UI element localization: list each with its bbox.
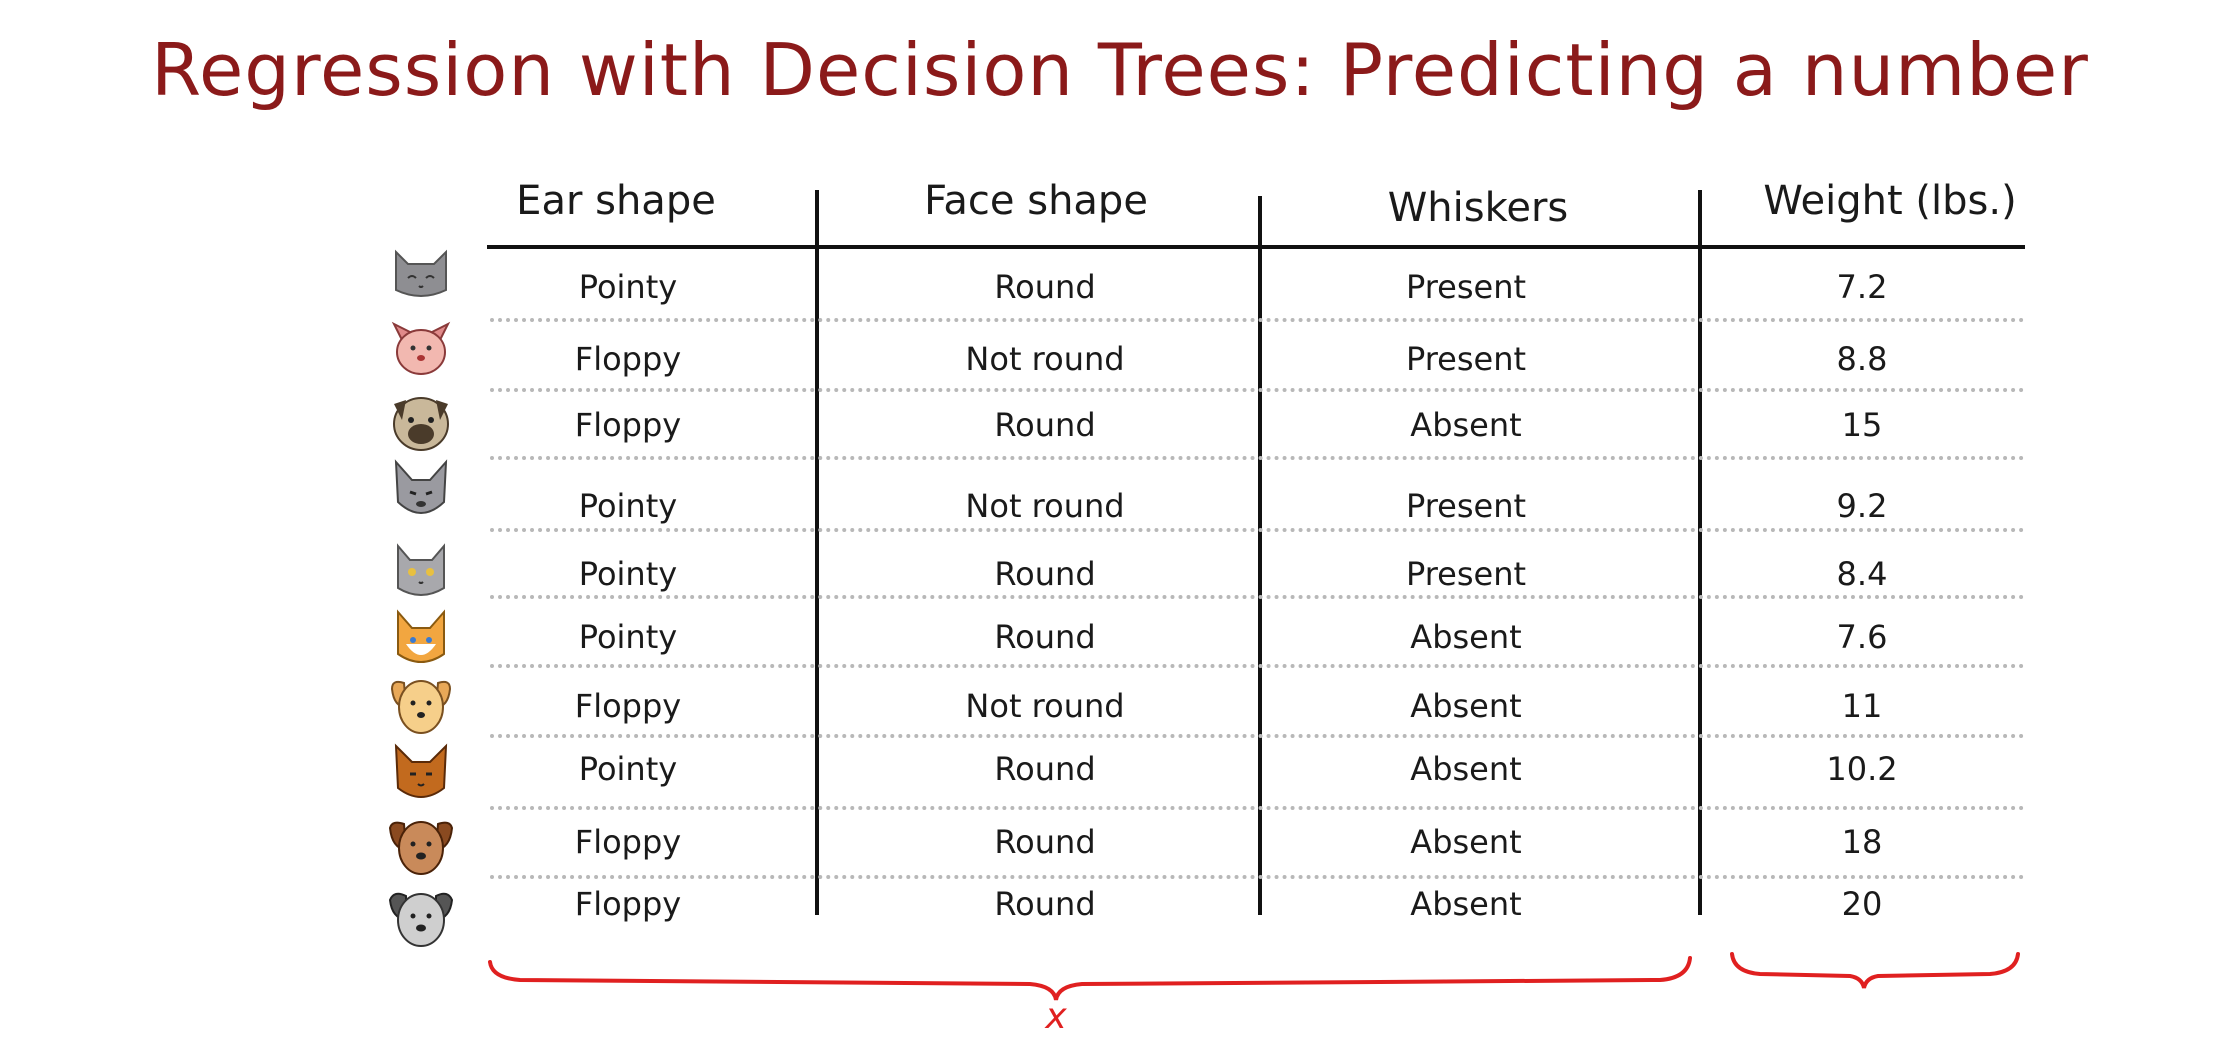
- x-label: x: [1045, 996, 1067, 1037]
- cell-ear-shape: Pointy: [578, 750, 678, 788]
- row-separator: [490, 806, 2025, 810]
- features-brace: [488, 956, 1692, 1001]
- cell-face-shape: Round: [994, 268, 1096, 306]
- column-divider-1: [815, 190, 819, 915]
- cell-weight: 15: [1841, 406, 1883, 444]
- cell-ear-shape: Pointy: [578, 268, 678, 306]
- row-separator: [490, 528, 2025, 532]
- cell-ear-shape: Floppy: [574, 406, 682, 444]
- header-whiskers: Whiskers: [1387, 185, 1569, 231]
- cell-ear-shape: Floppy: [574, 340, 682, 378]
- cell-face-shape: Round: [994, 406, 1096, 444]
- header-face-shape: Face shape: [924, 178, 1148, 224]
- gray-wolf-cat-icon: [386, 458, 456, 522]
- cell-face-shape: Round: [994, 750, 1096, 788]
- header-weight: Weight (lbs.): [1763, 178, 2017, 224]
- cell-face-shape: Not round: [965, 487, 1125, 525]
- cell-face-shape: Round: [994, 823, 1096, 861]
- cell-whiskers: Present: [1405, 340, 1527, 378]
- cell-whiskers: Absent: [1410, 885, 1522, 923]
- cell-weight: 10.2: [1826, 750, 1898, 788]
- header-rule: [487, 245, 2025, 249]
- cell-face-shape: Not round: [965, 687, 1125, 725]
- slide-title: Regression with Decision Trees: Predicti…: [151, 28, 2089, 112]
- row-separator: [490, 388, 2025, 392]
- cell-whiskers: Absent: [1410, 618, 1522, 656]
- header-ear-shape: Ear shape: [516, 178, 716, 224]
- brown-cat-icon: [386, 742, 456, 806]
- pug-dog-icon: [386, 390, 456, 454]
- cell-weight: 11: [1841, 687, 1883, 725]
- cell-weight: 18: [1841, 823, 1883, 861]
- cell-ear-shape: Floppy: [574, 823, 682, 861]
- cell-weight: 9.2: [1836, 487, 1888, 525]
- cell-weight: 8.4: [1836, 555, 1888, 593]
- row-separator: [490, 595, 2025, 599]
- cell-ear-shape: Floppy: [574, 885, 682, 923]
- cell-whiskers: Present: [1405, 487, 1527, 525]
- cell-whiskers: Present: [1405, 555, 1527, 593]
- gray-kitten-icon: [386, 538, 456, 602]
- row-separator: [490, 318, 2025, 322]
- gray-cat-icon: [386, 240, 456, 304]
- cell-weight: 20: [1841, 885, 1883, 923]
- cell-weight: 8.8: [1836, 340, 1888, 378]
- cell-weight: 7.2: [1836, 268, 1888, 306]
- cell-weight: 7.6: [1836, 618, 1888, 656]
- cell-whiskers: Absent: [1410, 750, 1522, 788]
- row-separator: [490, 875, 2025, 879]
- cell-face-shape: Round: [994, 885, 1096, 923]
- orange-cat-icon: [386, 606, 456, 670]
- yellow-dog-icon: [386, 673, 456, 737]
- pink-dog-icon: [386, 314, 456, 378]
- brown-dog-icon: [386, 814, 456, 878]
- row-separator: [490, 734, 2025, 738]
- row-separator: [490, 664, 2025, 668]
- cell-ear-shape: Pointy: [578, 618, 678, 656]
- cell-face-shape: Round: [994, 618, 1096, 656]
- cell-ear-shape: Pointy: [578, 487, 678, 525]
- cell-whiskers: Absent: [1410, 823, 1522, 861]
- cell-whiskers: Absent: [1410, 687, 1522, 725]
- row-separator: [490, 456, 2025, 460]
- cell-whiskers: Present: [1405, 268, 1527, 306]
- cell-face-shape: Not round: [965, 340, 1125, 378]
- column-divider-3: [1698, 190, 1702, 915]
- cell-ear-shape: Floppy: [574, 687, 682, 725]
- cell-whiskers: Absent: [1410, 406, 1522, 444]
- cell-ear-shape: Pointy: [578, 555, 678, 593]
- column-divider-2: [1258, 196, 1262, 915]
- cell-face-shape: Round: [994, 555, 1096, 593]
- gray-dog-icon: [386, 886, 456, 950]
- target-brace: [1730, 952, 2020, 989]
